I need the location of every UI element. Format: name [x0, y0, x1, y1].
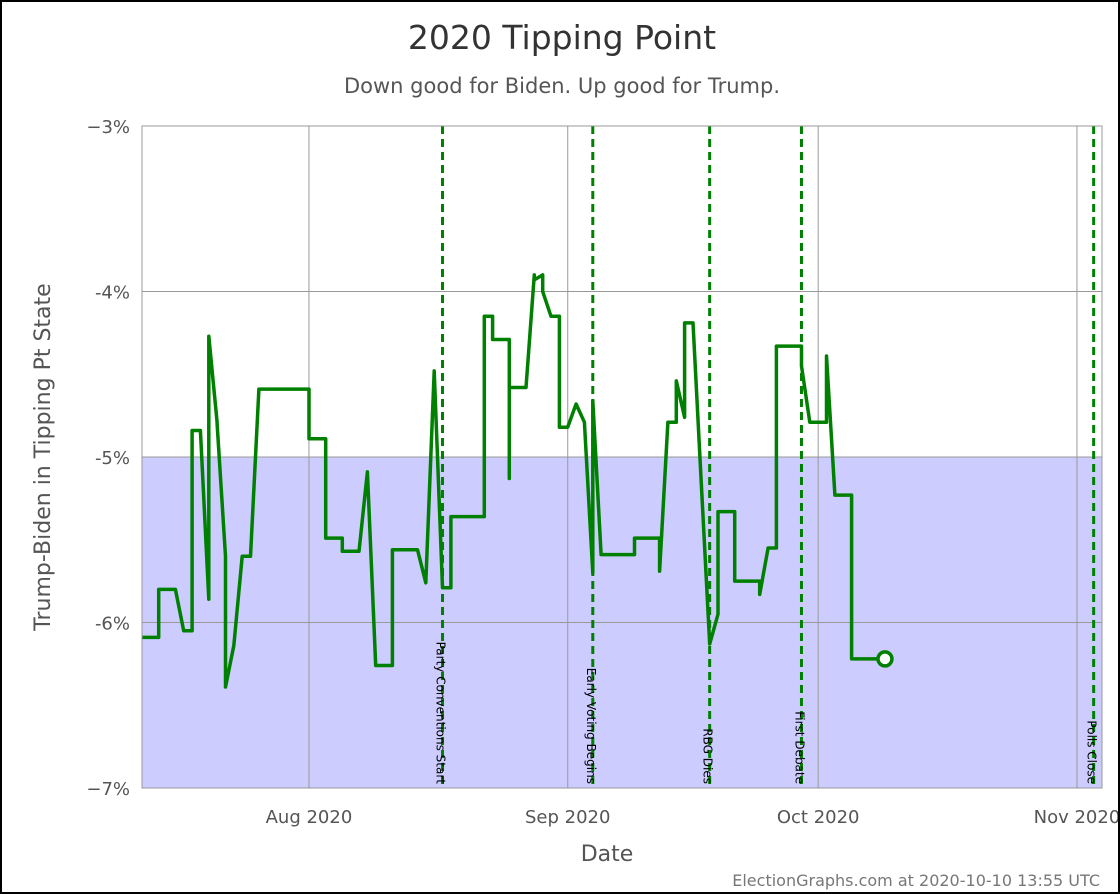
chart-subtitle: Down good for Biden. Up good for Trump.: [344, 74, 780, 98]
event-label: First Debate: [792, 711, 806, 784]
current-value-marker: [876, 650, 894, 668]
x-tick-label: Oct 2020: [777, 807, 860, 828]
y-tick-label: -6%: [95, 614, 130, 635]
credit-text: ElectionGraphs.com at 2020-10-10 13:55 U…: [732, 871, 1100, 890]
event-label: Early Voting Begins: [584, 668, 598, 784]
x-axis-label: Date: [581, 842, 634, 867]
y-axis-label: Trump-Biden in Tipping Pt State: [31, 283, 56, 631]
x-tick-label: Aug 2020: [266, 807, 353, 828]
event-label: RBG Dies: [701, 728, 715, 784]
axis-ticks: −3% -4% -5% -6% −7% Aug 2020 Sep 2020 Oct 2020 N…: [86, 117, 1118, 828]
event-label: Party Conventions Start: [434, 642, 448, 785]
y-tick-label: -4%: [95, 283, 130, 304]
x-tick-label: Sep 2020: [525, 807, 610, 828]
y-tick-label: −3%: [86, 117, 130, 138]
event-label: Polls Close: [1085, 720, 1099, 784]
plot-border: [141, 125, 1103, 789]
chart-title: 2020 Tipping Point: [408, 18, 716, 57]
y-tick-label: −7%: [86, 779, 130, 800]
y-tick-label: -5%: [95, 448, 130, 469]
series-line: [142, 273, 885, 689]
x-tick-label: Nov 2020: [1034, 807, 1118, 828]
series-layer: [141, 125, 1103, 789]
